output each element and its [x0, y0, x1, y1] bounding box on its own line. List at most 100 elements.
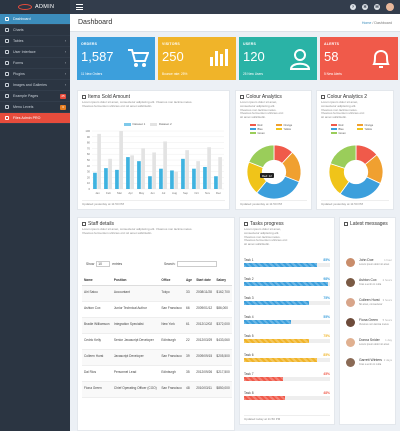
table-row[interactable]: Airi Satou Accountant Tokyo 33 2008/11/28 $16…: [82, 285, 232, 302]
sidebar-item-menu-levels[interactable]: Menu Levels 3: [0, 102, 70, 113]
bar-1[interactable]: [115, 169, 119, 189]
bar-2[interactable]: [141, 148, 145, 189]
divider: [240, 200, 307, 201]
x-tick-label: Jan: [95, 191, 100, 195]
desc-line: Lorem ipsum dolor sit amet, consectetur …: [82, 227, 193, 231]
folder-icon: [5, 116, 9, 120]
bar-2[interactable]: [185, 150, 189, 189]
divider: [82, 200, 225, 201]
message-item[interactable]: Colleen Hurst Sit amet, consectetur 3 hour…: [344, 296, 394, 312]
bar-2[interactable]: [163, 141, 167, 189]
bar-2[interactable]: [196, 161, 200, 189]
avatar: [346, 338, 355, 347]
table-row[interactable]: Bradie Williamson Integration Specialist N…: [82, 317, 232, 334]
message-item[interactable]: Donna Snider Lorem ipsum dolor sit amet 1 …: [344, 336, 394, 352]
menu-icon: [5, 105, 9, 109]
bar-1[interactable]: [192, 168, 196, 189]
bar-1[interactable]: [203, 166, 207, 189]
column-header[interactable]: Salary: [214, 275, 232, 286]
table-row[interactable]: Fiona Green Chief Operating Officer (COO)…: [82, 381, 232, 398]
message-item[interactable]: Garrett Winters Cras a enim in nulla 2 day…: [344, 356, 394, 372]
breadcrumb-home-link[interactable]: Home: [361, 21, 372, 25]
user-avatar[interactable]: [386, 3, 394, 11]
bar-2[interactable]: [152, 152, 156, 189]
sidebar-item-images[interactable]: Images and Galleries ›: [0, 80, 70, 91]
task-percent: 85%: [323, 258, 330, 262]
table-row[interactable]: Ashton Cox Junior Technical Author San Fra…: [82, 301, 232, 318]
legend-swatch: [357, 123, 363, 127]
message-text: Vivamus non lacinia metus: [359, 323, 389, 326]
sidebar-item-tables[interactable]: Tables ›: [0, 36, 70, 47]
pie-slice-blue[interactable]: [339, 171, 381, 200]
sidebar-item-files-admin-pro[interactable]: Files Admin PRO: [0, 113, 70, 124]
column-header[interactable]: Position: [111, 275, 160, 286]
table-cell: Airi Satou: [82, 285, 112, 302]
help-icon[interactable]: ?: [350, 4, 356, 10]
legend-item: Yellow: [357, 127, 373, 131]
legend-label: Red: [257, 123, 263, 127]
gear-icon[interactable]: ✲: [362, 4, 368, 10]
legend-label: Orange: [364, 123, 374, 127]
pie-slice-blue[interactable]: [256, 171, 300, 200]
bar-1[interactable]: [93, 172, 97, 189]
message-item[interactable]: Ashton Cox Cras a enim in nulla 2 hours: [344, 276, 394, 292]
y-tick-label: 10: [87, 181, 91, 185]
table-cell: 2009/01/12: [194, 301, 215, 318]
progress-bar: [244, 301, 330, 305]
sidebar-item-plugins[interactable]: Plugins ›: [0, 69, 70, 80]
sidebar-item-example-pages[interactable]: Example Pages 25: [0, 91, 70, 102]
column-header[interactable]: Office: [159, 275, 185, 286]
bar-2[interactable]: [207, 147, 211, 189]
bar-1[interactable]: [159, 168, 163, 189]
bar-2[interactable]: [218, 157, 222, 189]
legend-label: Orange: [283, 123, 293, 127]
sidebar-item-charts[interactable]: Charts: [0, 25, 70, 36]
bar-2[interactable]: [97, 133, 101, 189]
stat-card-orders[interactable]: ORDERS 1,587 11 New Orders: [77, 37, 155, 80]
bar-1[interactable]: [170, 170, 174, 189]
bar-2[interactable]: [130, 155, 134, 189]
message-item[interactable]: John Doe Lorem ipsum dolor sit amet 1 hour: [344, 256, 394, 272]
sidebar-item-forms[interactable]: Forms ›: [0, 58, 70, 69]
column-header[interactable]: Start date: [194, 275, 215, 286]
bar-1[interactable]: [104, 168, 108, 189]
chart-icon: [5, 28, 9, 32]
bar-2[interactable]: [119, 131, 123, 189]
legend-label: Green: [257, 131, 265, 135]
legend-item: Dataset 1: [124, 122, 146, 126]
progress-fill: [244, 358, 318, 362]
hamburger-menu-icon[interactable]: [76, 4, 83, 10]
table-cell: 2008/11/28: [194, 285, 215, 302]
search-input[interactable]: [177, 261, 218, 267]
table-row[interactable]: Dai Rios Personnel Lead Edinburgh 35 2012/09…: [82, 365, 232, 382]
legend-label: Red: [338, 123, 344, 127]
bar-1[interactable]: [181, 158, 185, 189]
stat-card-alerts[interactable]: ALERTS 58 5 New Alerts: [320, 37, 398, 80]
stat-label: USERS: [243, 42, 257, 46]
message-time: 2 days: [383, 358, 392, 362]
search-label: Search:: [164, 262, 176, 266]
bar-1[interactable]: [214, 176, 218, 189]
page-header: Dashboard Home / Dashboard: [70, 14, 400, 32]
desc-line: Lorem ipsum dolor sit amet,: [244, 227, 282, 231]
message-item[interactable]: Fiona Green Vivamus non lacinia metus 5 ho…: [344, 316, 394, 332]
table-row[interactable]: Colleen Hurst Javascript Developer San Fra…: [82, 349, 232, 366]
bar-1[interactable]: [126, 157, 130, 189]
bar-1[interactable]: [137, 161, 141, 189]
sidebar-item-dashboard[interactable]: Dashboard: [0, 14, 70, 25]
brand-logo[interactable]: ADMIN: [0, 0, 70, 14]
entries-select[interactable]: 10: [96, 261, 111, 267]
stat-label: ALERTS: [324, 42, 340, 46]
bar-2[interactable]: [174, 171, 178, 189]
column-header[interactable]: Name: [82, 275, 112, 286]
message-text: Lorem ipsum dolor sit amet: [359, 263, 390, 266]
stat-card-users[interactable]: USERS 120 25 New Users: [239, 37, 317, 80]
sidebar-item-user-interface[interactable]: User Interface ›: [0, 47, 70, 58]
stat-card-visitors[interactable]: VISITORS 250 Bounce rate: 25%: [158, 37, 236, 80]
column-header[interactable]: Age: [184, 275, 195, 286]
bar-1[interactable]: [148, 176, 152, 189]
table-row[interactable]: Cedric Kelly Senior Javascript Developer E…: [82, 333, 232, 350]
mail-icon[interactable]: ✉: [374, 4, 380, 10]
bar-2[interactable]: [108, 158, 112, 189]
avatar: [346, 258, 355, 267]
